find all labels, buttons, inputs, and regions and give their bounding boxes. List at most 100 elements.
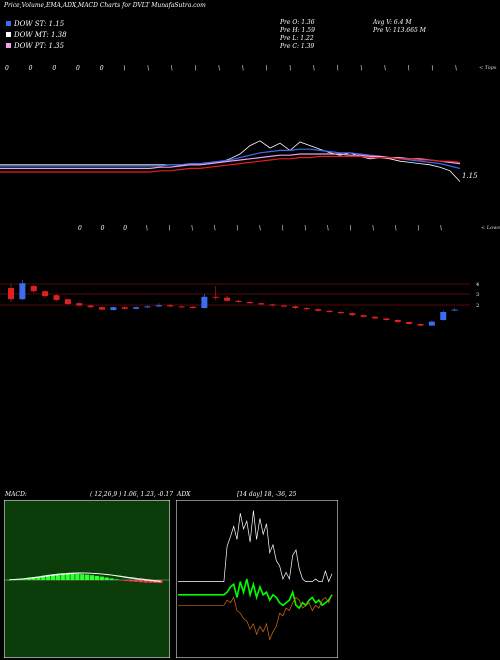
candle-body-19 [224, 297, 231, 301]
macd-hist-bar-26 [133, 580, 139, 582]
candle-body-37 [428, 321, 435, 326]
top-mark-4: 0 [99, 65, 104, 72]
dow-pt-label: DOW PT: 1.35 [6, 42, 64, 50]
bottom-mark-11: \ [326, 225, 329, 232]
top-mark-19: \ [455, 65, 458, 72]
dow-mt-label: DOW MT: 1.38 [6, 31, 67, 39]
candle-body-20 [235, 300, 242, 302]
candle-body-24 [281, 305, 287, 307]
dow-pt-text: DOW PT: 1.35 [14, 42, 65, 50]
dow-mt-text: DOW MT: 1.38 [14, 31, 67, 39]
macd-hist-bar-23 [119, 580, 124, 581]
prev-high: Pre H: 1.59 [280, 27, 315, 34]
bottom-mark-2: 0 [123, 225, 128, 232]
macd-chart [4, 500, 170, 658]
bottom-mark-10: \ [304, 225, 307, 232]
top-mark-18: \ [431, 65, 434, 72]
top-mark-3: 0 [76, 65, 80, 72]
candle-body-21 [246, 302, 253, 304]
top-mark-15: \ [360, 65, 363, 72]
macd-hist-bar-0 [7, 580, 12, 581]
bottom-mark-4: \ [168, 225, 171, 232]
adx-params: [14 day] 18, -36, 25 [237, 491, 297, 498]
candle-body-25 [292, 306, 299, 308]
top-mark-0: 0 [5, 65, 9, 72]
candle-body-5 [64, 299, 71, 304]
macd-hist-bar-29 [148, 580, 153, 583]
candlestick-chart: 4 3 2 [0, 279, 479, 327]
top-mark-5: \ [123, 65, 126, 72]
candle-body-17 [201, 296, 208, 308]
macd-hist-bar-7 [41, 575, 46, 580]
candle-tick-label-1: 3 [476, 292, 479, 298]
dow-st-text: DOW ST: 1.15 [14, 20, 65, 28]
macd-hist-bar-22 [114, 579, 119, 580]
adx-series-0 [178, 510, 333, 583]
top-mark-14: \ [336, 65, 339, 72]
macd-hist-bar-10 [55, 574, 61, 580]
avg-volume: Avg V: 6.4 M [373, 19, 412, 26]
macd-line-1 [9, 572, 161, 582]
bottom-mark-9: \ [281, 225, 284, 232]
adx-series-2 [178, 594, 333, 641]
adx-chart [176, 500, 338, 658]
tops-tag: < Tops [479, 65, 497, 71]
top-mark-12: \ [289, 65, 292, 72]
chart-title: Price,Volume,EMA,ADX,MACD Charts for DVL… [4, 2, 206, 9]
candle-body-34 [394, 320, 401, 322]
bottom-mark-15: \ [417, 225, 420, 232]
bottom-mark-5: \ [191, 225, 194, 232]
candle-body-18 [212, 296, 219, 298]
candle-body-1 [19, 283, 26, 300]
dow-st-swatch [6, 21, 11, 26]
candle-tick-label-0: 4 [476, 282, 479, 288]
macd-hist-bar-5 [31, 577, 36, 580]
macd-hist-bar-9 [50, 574, 56, 580]
candle-body-35 [406, 322, 413, 324]
candle-body-32 [372, 316, 378, 319]
bottom-mark-8: \ [259, 225, 262, 232]
macd-hist-bar-13 [70, 573, 75, 580]
ema-series-1 [0, 148, 461, 169]
last-price-label: 1.15 [462, 172, 478, 180]
top-mark-17: \ [407, 65, 410, 72]
top-mark-7: \ [170, 65, 173, 72]
candle-body-16 [190, 306, 196, 308]
bottom-mark-13: \ [372, 225, 375, 232]
top-mark-10: \ [241, 65, 244, 72]
macd-title: MACD: [5, 491, 27, 498]
candle-body-2 [30, 286, 37, 292]
candle-body-10 [121, 307, 128, 309]
macd-hist-bar-17 [89, 575, 95, 580]
bottom-mark-14: \ [394, 225, 397, 232]
bottom-mark-1: 0 [100, 225, 105, 232]
candle-body-23 [269, 304, 276, 306]
candle-body-9 [110, 307, 117, 310]
macd-hist-bar-15 [80, 574, 85, 580]
candle-body-13 [155, 305, 162, 307]
top-mark-13: \ [312, 65, 315, 72]
macd-params: ( 12,26,9 ) 1.06, 1.23, -0.17 [90, 491, 174, 498]
candle-body-6 [76, 303, 83, 306]
bottom-mark-16: \ [440, 225, 443, 232]
macd-hist-bar-25 [128, 580, 134, 582]
candle-body-30 [349, 313, 356, 316]
candle-body-12 [144, 306, 151, 308]
dow-pt-swatch [6, 43, 11, 48]
macd-hist-bar-27 [138, 580, 143, 583]
macd-hist-bar-3 [21, 578, 26, 580]
candle-body-26 [303, 308, 310, 310]
candle-body-14 [167, 305, 174, 307]
prev-volume: Pre V: 113.665 M [373, 27, 426, 34]
candle-body-3 [42, 291, 49, 296]
macd-hist-bar-12 [65, 573, 70, 580]
dow-st-label: DOW ST: 1.15 [6, 20, 64, 28]
ema-chart [0, 140, 461, 182]
prev-low: Pre L: 1.22 [280, 35, 314, 42]
candle-body-8 [99, 307, 105, 310]
top-mark-16: \ [383, 65, 386, 72]
top-mark-11: \ [265, 65, 268, 72]
ema-series-3 [0, 155, 461, 173]
macd-hist-bar-19 [99, 576, 104, 580]
candle-body-11 [133, 307, 140, 309]
